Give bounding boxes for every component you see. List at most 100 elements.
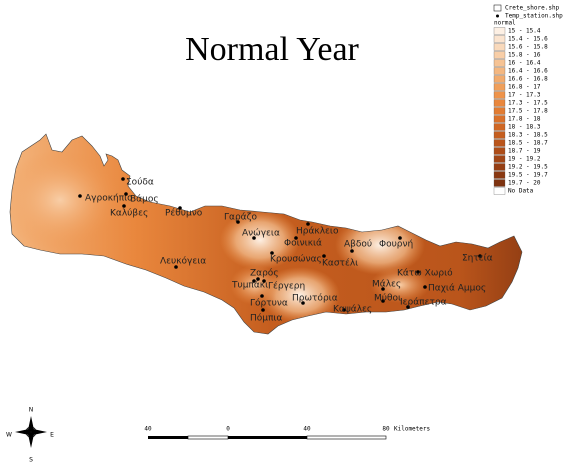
- legend-swatch: [493, 51, 506, 59]
- station-dot: [322, 254, 326, 258]
- station-dot: [122, 204, 126, 208]
- legend-swatch: [493, 131, 506, 139]
- station-label: Τυμπάκι: [231, 281, 268, 291]
- station-dot: [178, 206, 182, 210]
- station-dot: [260, 294, 264, 298]
- station-label: Ιεράπετρα: [400, 298, 447, 308]
- legend-swatch: [493, 91, 506, 99]
- scale-label: 0: [226, 426, 230, 433]
- legend-swatch: [493, 163, 506, 171]
- legend-swatch: [493, 67, 506, 75]
- station-label: Κάτω Χωριό: [397, 268, 453, 279]
- station-dot: [406, 305, 410, 309]
- station-dot: [261, 308, 265, 312]
- station-label: Πρωτόρια: [292, 293, 338, 304]
- legend-swatch: [493, 59, 506, 67]
- legend-label: 16.4 - 16.6: [508, 68, 548, 75]
- station-label: Αγροκήπιο: [85, 194, 133, 204]
- station-label: Καλύβες: [110, 208, 148, 219]
- scale-label: 40: [303, 426, 311, 433]
- station-dot: [423, 285, 427, 289]
- station-label: Καστέλι: [322, 258, 358, 269]
- station-dot: [294, 236, 298, 240]
- station-dot: [478, 254, 482, 258]
- legend-label: 15.4 - 15.6: [508, 36, 548, 43]
- station-label: Ανώγεια: [242, 228, 280, 239]
- legend-swatch: [493, 43, 506, 51]
- legend-swatch: [493, 179, 506, 187]
- station-dot: [342, 308, 346, 312]
- station-dot: [381, 287, 385, 291]
- station-dot: [174, 265, 178, 269]
- station-dot: [78, 194, 82, 198]
- station-dot: [398, 236, 402, 240]
- legend-label: 17 - 17.3: [508, 92, 541, 99]
- legend-label: 19.7 - 20: [508, 180, 541, 187]
- station-label: Φουρνή: [379, 240, 413, 250]
- legend-label: 15.8 - 16: [508, 52, 541, 59]
- legend-swatch: [493, 4, 502, 12]
- legend: Crete_shore.shpTemp_station.shpnormal15 …: [493, 4, 563, 195]
- legend-label: 19 - 19.2: [508, 156, 541, 163]
- station-dot: [236, 220, 240, 224]
- legend-swatch: [493, 155, 506, 163]
- legend-layer: Crete_shore.shp: [505, 5, 560, 12]
- legend-label: 15 - 15.4: [508, 28, 541, 35]
- legend-field: normal: [494, 20, 516, 27]
- legend-swatch: [493, 27, 506, 35]
- station-dot: [252, 236, 256, 240]
- legend-dot: [496, 14, 499, 18]
- station-dot: [256, 277, 260, 281]
- station-label: Παχιά Αμμος: [428, 284, 486, 294]
- legend-label: 16.6 - 16.8: [508, 76, 548, 83]
- map-title: Normal Year: [185, 31, 359, 68]
- station-dot: [262, 279, 266, 283]
- station-label: Κρουσώνας: [270, 254, 322, 265]
- legend-label: 18 - 18.3: [508, 124, 541, 131]
- station-label: Μύθοι: [374, 293, 401, 304]
- north-arrow: N E W S: [6, 407, 54, 464]
- scale-unit: Kilometers: [394, 426, 431, 433]
- legend-swatch: [493, 171, 506, 179]
- legend-swatch: [493, 107, 506, 115]
- legend-swatch: [493, 99, 506, 107]
- legend-label: No Data: [508, 188, 534, 195]
- legend-label: 18.7 - 19: [508, 148, 541, 155]
- station-dot: [270, 251, 274, 255]
- station-label: Ηράκλειο: [296, 227, 339, 237]
- legend-label: 18.5 - 18.7: [508, 140, 548, 147]
- station-label: Γόρτυνα: [250, 298, 288, 309]
- station-label: Καψάλες: [333, 305, 372, 315]
- legend-label: 16.8 - 17: [508, 84, 541, 91]
- south-label: S: [29, 457, 33, 464]
- station-label: Ζαρός: [250, 268, 279, 279]
- legend-label: 17.3 - 17.5: [508, 100, 548, 107]
- legend-label: 18.3 - 18.5: [508, 132, 548, 139]
- station-dot: [350, 249, 354, 253]
- station-label: Ρέθυμνο: [165, 208, 203, 219]
- legend-layer: Temp_station.shp: [505, 13, 563, 20]
- legend-swatch: [493, 187, 506, 195]
- legend-swatch: [493, 115, 506, 123]
- station-label: Σητεία: [462, 254, 493, 264]
- station-label: Γέργερη: [268, 281, 305, 292]
- station-label: Σούδα: [126, 177, 154, 188]
- station-dot: [121, 177, 125, 181]
- station-label: Φοινικιά: [284, 239, 322, 249]
- station-dot: [124, 192, 128, 196]
- legend-label: 19.5 - 19.7: [508, 172, 548, 179]
- station-label: Αβδού: [344, 239, 372, 250]
- legend-swatch: [493, 83, 506, 91]
- legend-label: 17.5 - 17.8: [508, 108, 548, 115]
- station-label: Μάλες: [372, 280, 401, 290]
- legend-label: 17.8 - 18: [508, 116, 541, 123]
- station-dot: [301, 301, 305, 305]
- station-label: Γαράζο: [224, 213, 257, 223]
- legend-swatch: [493, 123, 506, 131]
- legend-label: 16 - 16.4: [508, 60, 541, 67]
- station-dot: [416, 270, 420, 274]
- legend-swatch: [493, 147, 506, 155]
- station-dot: [306, 222, 310, 226]
